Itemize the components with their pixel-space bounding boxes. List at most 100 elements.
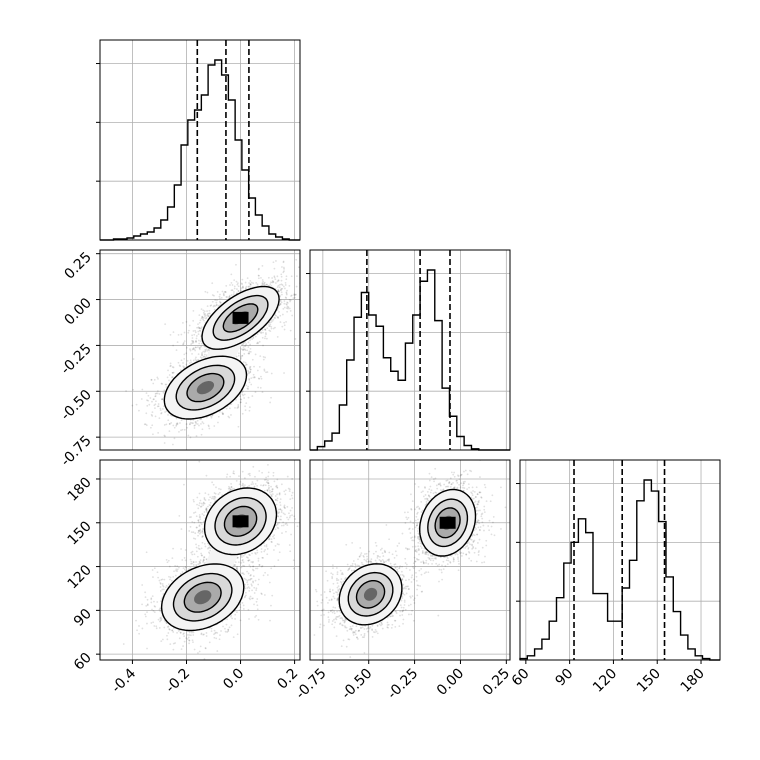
scatter-point: [256, 341, 259, 344]
scatter-point: [185, 423, 188, 425]
scatter-point: [285, 291, 288, 294]
scatter-point: [189, 359, 192, 362]
scatter-point: [207, 425, 210, 428]
scatter-point: [246, 579, 249, 582]
scatter-point: [196, 423, 199, 425]
scatter-point: [248, 381, 251, 384]
scatter-point: [251, 395, 254, 397]
scatter-point: [249, 371, 252, 374]
scatter-point: [198, 347, 201, 350]
scatter-point: [292, 297, 295, 300]
scatter-point: [168, 422, 171, 425]
scatter-point: [236, 567, 238, 570]
scatter-point: [205, 508, 208, 511]
scatter-point: [268, 325, 270, 327]
scatter-point: [209, 304, 212, 307]
scatter-point: [293, 294, 296, 297]
scatter-point: [276, 526, 279, 529]
scatter-point: [192, 319, 195, 322]
scatter-point: [200, 357, 203, 360]
scatter-point: [279, 508, 282, 511]
scatter-point: [162, 391, 165, 394]
scatter-point: [283, 321, 286, 324]
scatter-point: [276, 336, 279, 338]
scatter-point: [222, 625, 224, 628]
scatter-point: [261, 283, 264, 285]
scatter-point: [217, 304, 220, 307]
scatter-point: [255, 614, 258, 617]
scatter-point: [251, 568, 254, 571]
scatter-point: [232, 293, 235, 296]
scatter-point: [287, 306, 290, 309]
scatter-point: [203, 310, 206, 313]
scatter-point: [141, 388, 144, 391]
scatter-point: [202, 514, 205, 517]
scatter-point: [243, 352, 246, 355]
scatter-point: [176, 568, 179, 571]
scatter-point: [240, 282, 243, 285]
scatter-point: [159, 582, 162, 585]
scatter-point: [206, 312, 209, 315]
scatter-point: [235, 398, 237, 401]
scatter-point: [223, 294, 225, 297]
scatter-point: [278, 304, 281, 306]
scatter-point: [169, 333, 172, 336]
scatter-point: [194, 349, 197, 352]
scatter-point: [169, 362, 172, 365]
scatter-point: [153, 404, 156, 407]
scatter-point: [240, 391, 243, 394]
scatter-point: [297, 266, 300, 269]
scatter-point: [192, 340, 195, 343]
scatter-point: [201, 353, 203, 355]
scatter-point: [273, 534, 276, 537]
scatter-point: [138, 625, 140, 627]
contour-line: [212, 294, 269, 341]
scatter-point: [193, 500, 195, 503]
scatter-point: [172, 631, 175, 633]
scatter-point: [207, 348, 210, 351]
scatter-point: [279, 303, 282, 306]
scatter-point: [262, 356, 265, 358]
scatter-point: [153, 625, 156, 627]
scatter-point: [260, 592, 263, 595]
scatter-point: [251, 358, 254, 361]
scatter-point: [241, 393, 244, 396]
scatter-point: [257, 557, 260, 560]
scatter-point: [256, 479, 259, 482]
scatter-point: [205, 511, 208, 513]
scatter-point: [248, 378, 251, 380]
scatter-point: [197, 326, 200, 329]
scatter-point: [247, 371, 250, 373]
scatter-point: [264, 335, 267, 338]
scatter-point: [267, 323, 270, 325]
scatter-point: [170, 421, 173, 424]
scatter-point: [247, 586, 250, 588]
scatter-point: [237, 405, 240, 408]
scatter-point: [277, 284, 280, 287]
scatter-point: [203, 355, 205, 358]
scatter-point: [247, 369, 249, 372]
scatter-point: [214, 299, 217, 301]
contour-line: [222, 303, 259, 333]
scatter-point: [275, 314, 277, 317]
scatter-point: [201, 316, 204, 319]
scatter-point: [199, 346, 201, 349]
scatter-point: [189, 423, 191, 426]
scatter-point: [253, 586, 256, 589]
scatter-point: [255, 281, 258, 284]
scatter-point: [167, 559, 170, 562]
scatter-point: [285, 297, 288, 299]
scatter-point: [240, 289, 243, 292]
scatter-point: [264, 337, 266, 340]
scatter-point: [191, 352, 193, 355]
scatter-point: [171, 376, 173, 379]
scatter-point: [261, 279, 264, 281]
scatter-point: [266, 482, 269, 484]
scatter-point: [201, 315, 204, 318]
scatter-point: [201, 316, 204, 319]
scatter-point: [218, 295, 221, 298]
scatter-point: [282, 271, 285, 274]
scatter-point: [178, 637, 181, 640]
scatter-point: [262, 358, 265, 361]
panel-frame: [309, 249, 511, 451]
